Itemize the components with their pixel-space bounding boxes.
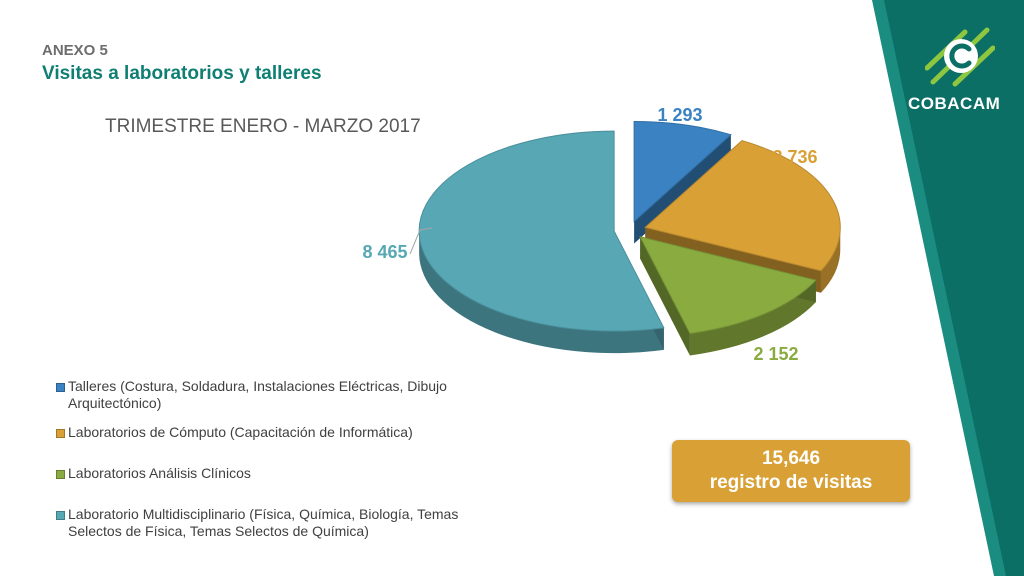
legend-label-talleres: Talleres (Costura, Soldadura, Instalacio…	[68, 378, 447, 411]
data-label-analisis-clinicos: 2 152	[753, 344, 798, 364]
decorative-side-band	[872, 0, 1024, 576]
slide-kicker: ANEXO 5	[42, 42, 108, 59]
cobacam-c-logo-icon	[925, 27, 995, 87]
legend-label-analisis-clinicos: Laboratorios Análisis Clínicos	[68, 465, 251, 481]
legend-item-computo: Laboratorios de Cómputo (Capacitación de…	[54, 424, 514, 441]
pie-slice-multidisciplinario	[418, 130, 665, 332]
legend-item-multidisciplinario: Laboratorio Multidisciplinario (Física, …	[54, 506, 514, 540]
legend-item-analisis-clinicos: Laboratorios Análisis Clínicos	[54, 465, 514, 482]
pie-slice-analisis-clinicos	[639, 236, 817, 335]
data-label-talleres: 1 293	[657, 105, 702, 125]
legend-swatch-talleres	[56, 383, 65, 392]
pie-slice-side-multidisciplinario	[419, 231, 664, 354]
pie-slice-side-computo	[820, 227, 841, 293]
legend-swatch-analisis-clinicos	[56, 470, 65, 479]
total-visits-box: 15,646 registro de visitas	[672, 440, 910, 502]
chart-legend: Talleres (Costura, Soldadura, Instalacio…	[54, 378, 514, 540]
legend-item-talleres: Talleres (Costura, Soldadura, Instalacio…	[54, 378, 514, 412]
pie-slice-computo	[644, 140, 841, 272]
brand-name: COBACAM	[908, 94, 1001, 113]
legend-label-computo: Laboratorios de Cómputo (Capacitación de…	[68, 424, 413, 440]
total-visits-value: 15,646	[761, 448, 821, 469]
legend-swatch-multidisciplinario	[56, 511, 65, 520]
legend-swatch-computo	[56, 429, 65, 438]
pie-slice-side-analisis-clinicos	[689, 280, 816, 356]
data-label-multidisciplinario: 8 465	[362, 242, 407, 262]
data-label-computo: 3 736	[772, 147, 817, 167]
slide-title: Visitas a laboratorios y talleres	[42, 63, 322, 84]
pie-slice-talleres	[633, 120, 732, 223]
total-visits-caption: registro de visitas	[709, 472, 873, 493]
chart-title: TRIMESTRE ENERO - MARZO 2017	[105, 116, 421, 137]
pie-slice-cut-analisis-clinicos-1	[640, 236, 690, 356]
leader-line-multidisciplinario	[409, 227, 433, 255]
pie-chart: 1 293 3 736 2 152 8 465	[362, 105, 841, 364]
legend-label-multidisciplinario: Laboratorio Multidisciplinario (Física, …	[68, 506, 459, 539]
